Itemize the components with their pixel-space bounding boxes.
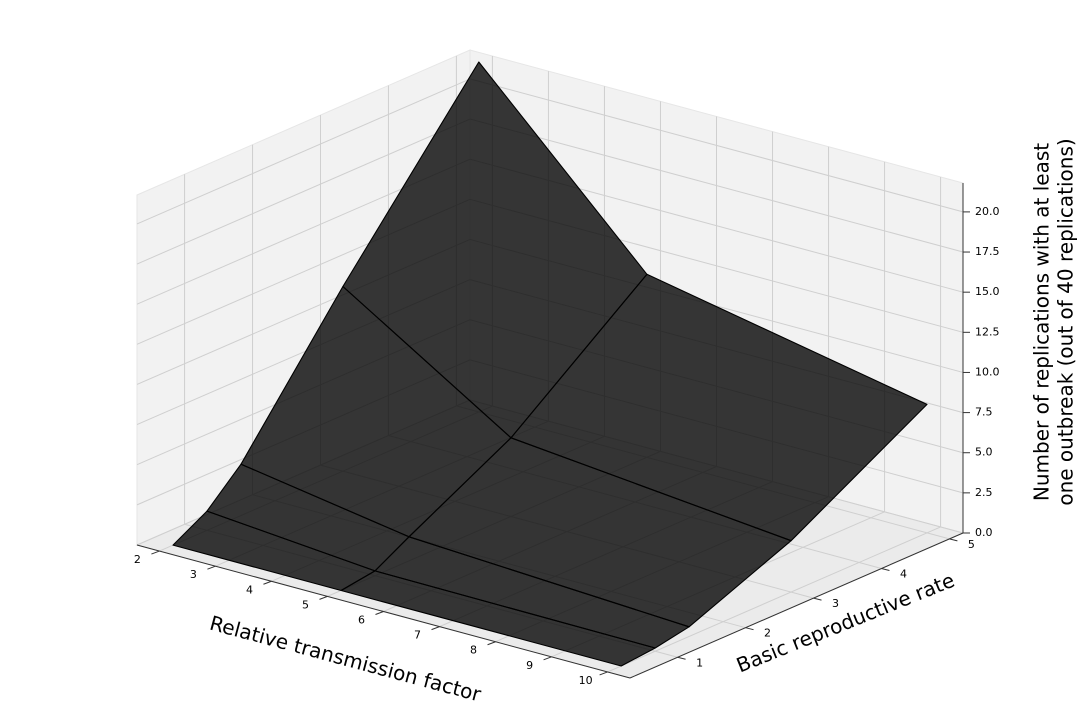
x-tick-label: 6 [358, 614, 365, 627]
z-axis-label: one outbreak (out of 40 replications) [1054, 138, 1078, 505]
x-tick-label: 3 [190, 568, 197, 581]
x-tick-label: 9 [526, 659, 533, 672]
y-axis-line [629, 532, 964, 679]
y-tick-label: 3 [832, 597, 839, 610]
z-tick-label: 2.5 [975, 486, 993, 499]
tick-mark [263, 580, 272, 585]
z-tick-label: 7.5 [975, 406, 993, 419]
tick-mark [487, 641, 496, 646]
z-tick-label: 15.0 [975, 285, 1000, 298]
grid-line [136, 118, 471, 265]
tick-mark [949, 538, 958, 542]
x-tick-label: 5 [302, 598, 309, 611]
tick-mark [677, 656, 686, 660]
x-tick-label: 2 [134, 553, 141, 566]
z-tick-label: 17.5 [975, 245, 1000, 258]
z-axis-label: Number of replications with at least [1030, 143, 1054, 501]
y-tick-label: 4 [900, 568, 907, 581]
tick-mark [745, 627, 754, 631]
tick-mark [207, 565, 216, 570]
tick-mark [813, 597, 822, 601]
x-tick-label: 4 [246, 583, 253, 596]
grid-line [607, 526, 941, 673]
z-tick-label: 10.0 [975, 365, 1000, 378]
grid-line [136, 78, 471, 225]
tick-mark [881, 568, 890, 571]
surface [172, 61, 928, 667]
tick-mark [543, 656, 552, 661]
grid-line [469, 118, 964, 253]
x-tick-label: 10 [579, 674, 593, 687]
grid-line [469, 78, 964, 213]
tick-mark [375, 611, 384, 615]
tick-mark [599, 671, 608, 676]
x-tick-label: 8 [470, 644, 477, 657]
z-tick-label: 12.5 [975, 325, 1000, 338]
axes: 2345678910123450.02.55.07.510.012.515.01… [134, 183, 1000, 687]
x-axis-line [136, 544, 631, 679]
z-tick-label: 0.0 [975, 526, 993, 539]
tick-mark [431, 626, 440, 631]
tick-mark [151, 550, 160, 555]
x-tick-label: 7 [414, 629, 421, 642]
tick-mark [319, 595, 328, 600]
surface-face [172, 510, 376, 592]
y-tick-label: 5 [968, 538, 975, 551]
z-tick-label: 5.0 [975, 446, 993, 459]
y-tick-label: 1 [696, 656, 703, 669]
z-tick-label: 20.0 [975, 205, 1000, 218]
y-tick-label: 2 [764, 627, 771, 640]
